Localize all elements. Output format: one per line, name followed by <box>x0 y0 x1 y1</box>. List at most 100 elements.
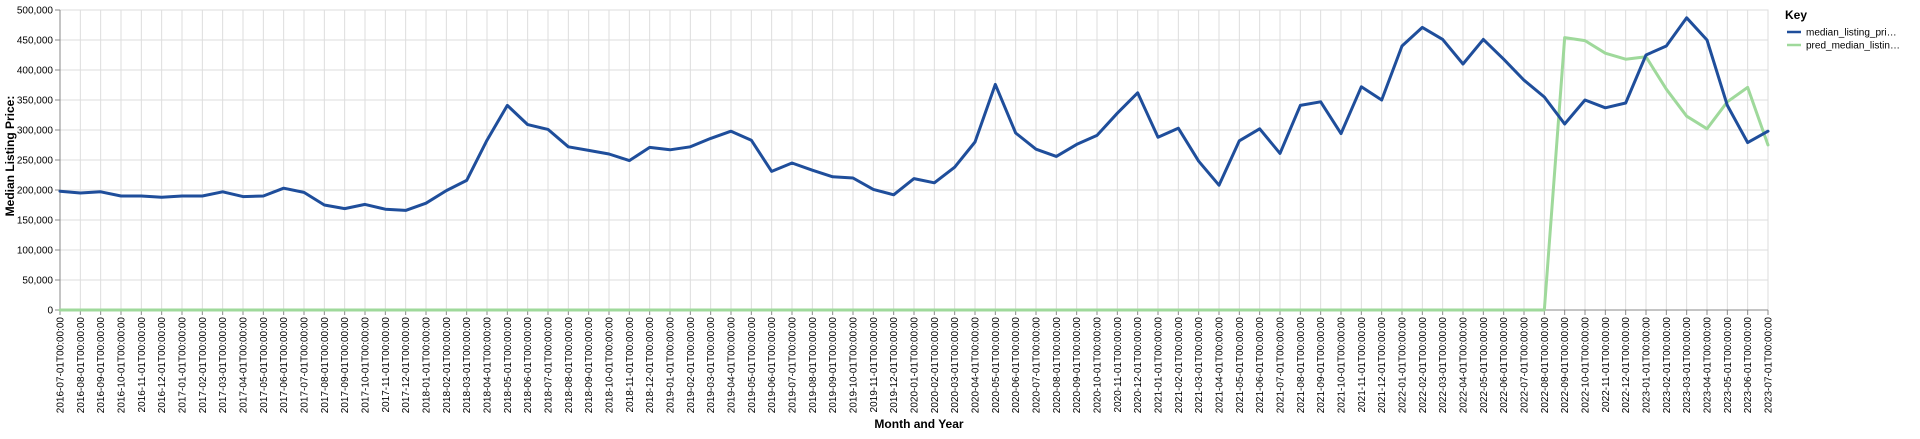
x-tick-label: 2020-10-01T00:00:00 <box>1093 317 1104 414</box>
x-tick-label: 2016-08-01T00:00:00 <box>76 317 87 414</box>
x-tick-label: 2018-09-01T00:00:00 <box>584 317 595 414</box>
x-tick-label: 2021-07-01T00:00:00 <box>1276 317 1287 414</box>
x-tick-label: 2022-08-01T00:00:00 <box>1540 317 1551 414</box>
y-tick-label: 300,000 <box>17 126 54 137</box>
y-tick-label: 150,000 <box>17 216 54 227</box>
x-tick-label: 2018-11-01T00:00:00 <box>625 317 636 413</box>
y-tick-label: 450,000 <box>17 36 54 47</box>
y-tick-label: 50,000 <box>22 276 53 287</box>
x-tick-label: 2021-03-01T00:00:00 <box>1194 317 1205 414</box>
x-tick-label: 2017-01-01T00:00:00 <box>178 317 189 414</box>
x-tick-label: 2017-10-01T00:00:00 <box>361 317 372 414</box>
x-tick-label: 2021-09-01T00:00:00 <box>1316 317 1327 414</box>
x-tick-label: 2023-05-01T00:00:00 <box>1723 317 1734 414</box>
x-tick-label: 2021-10-01T00:00:00 <box>1337 317 1348 414</box>
x-tick-label: 2018-04-01T00:00:00 <box>483 317 494 414</box>
x-tick-label: 2018-07-01T00:00:00 <box>544 317 555 414</box>
x-tick-label: 2016-12-01T00:00:00 <box>157 317 168 414</box>
series-line-median-listing-price <box>58 16 1770 212</box>
x-tick-label: 2022-05-01T00:00:00 <box>1479 317 1490 414</box>
x-tick-label: 2023-03-01T00:00:00 <box>1682 317 1693 414</box>
y-tick-label: 0 <box>47 306 53 317</box>
x-tick-label: 2023-04-01T00:00:00 <box>1703 317 1714 414</box>
x-tick-label: 2022-12-01T00:00:00 <box>1621 317 1632 414</box>
x-tick-label: 2017-06-01T00:00:00 <box>279 317 290 414</box>
x-tick-label: 2018-06-01T00:00:00 <box>523 317 534 414</box>
x-tick-label: 2023-06-01T00:00:00 <box>1743 317 1754 414</box>
x-tick-label: 2021-08-01T00:00:00 <box>1296 317 1307 414</box>
x-tick-label: 2017-11-01T00:00:00 <box>381 317 392 413</box>
x-tick-label: 2019-05-01T00:00:00 <box>747 317 758 414</box>
x-tick-label: 2022-11-01T00:00:00 <box>1601 317 1612 413</box>
x-tick-label: 2020-04-01T00:00:00 <box>971 317 982 414</box>
legend-label: median_listing_pri… <box>1806 28 1897 39</box>
x-tick-label: 2020-01-01T00:00:00 <box>910 317 921 414</box>
x-tick-label: 2020-07-01T00:00:00 <box>1032 317 1043 414</box>
x-tick-label: 2019-01-01T00:00:00 <box>666 317 677 414</box>
y-axis: 0 50,000 100,000 150,000 200,000 250,000 300,0… <box>17 6 61 317</box>
x-tick-label: 2021-01-01T00:00:00 <box>1154 317 1165 414</box>
x-tick-label: 2020-05-01T00:00:00 <box>991 317 1002 414</box>
x-tick-label: 2021-05-01T00:00:00 <box>1235 317 1246 414</box>
x-tick-label: 2017-02-01T00:00:00 <box>198 317 209 414</box>
x-tick-label: 2016-10-01T00:00:00 <box>117 317 128 414</box>
x-tick-label: 2019-12-01T00:00:00 <box>889 317 900 414</box>
x-tick-label: 2022-09-01T00:00:00 <box>1560 317 1571 414</box>
x-tick-label: 2018-12-01T00:00:00 <box>645 317 656 414</box>
x-tick-label: 2020-03-01T00:00:00 <box>950 317 961 414</box>
legend-title: Key <box>1785 8 1807 22</box>
x-tick-label: 2017-12-01T00:00:00 <box>401 317 412 414</box>
series-lines <box>58 16 1770 312</box>
series-line-pred-median-listing-price <box>58 36 1770 312</box>
x-tick-label: 2022-03-01T00:00:00 <box>1438 317 1449 414</box>
x-tick-label: 2017-07-01T00:00:00 <box>300 317 311 414</box>
x-tick-label: 2017-08-01T00:00:00 <box>320 317 331 414</box>
x-tick-label: 2020-09-01T00:00:00 <box>1072 317 1083 414</box>
x-tick-label: 2021-06-01T00:00:00 <box>1255 317 1266 414</box>
x-tick-label: 2022-10-01T00:00:00 <box>1581 317 1592 414</box>
x-tick-label: 2019-11-01T00:00:00 <box>869 317 880 413</box>
x-tick-label: 2022-07-01T00:00:00 <box>1520 317 1531 414</box>
x-tick-label: 2019-10-01T00:00:00 <box>849 317 860 414</box>
x-tick-label: 2022-02-01T00:00:00 <box>1418 317 1429 414</box>
x-axis: 2016-07-01T00:00:00 2016-08-01T00:00:00 20… <box>56 309 1775 414</box>
x-tick-label: 2021-11-01T00:00:00 <box>1357 317 1368 413</box>
y-tick-label: 500,000 <box>17 6 54 17</box>
x-tick-label: 2019-08-01T00:00:00 <box>808 317 819 414</box>
x-tick-label: 2018-08-01T00:00:00 <box>564 317 575 414</box>
y-tick-label: 100,000 <box>17 246 54 257</box>
x-tick-label: 2020-02-01T00:00:00 <box>930 317 941 414</box>
y-tick-label: 250,000 <box>17 156 54 167</box>
x-tick-label: 2021-02-01T00:00:00 <box>1174 317 1185 414</box>
x-tick-label: 2016-07-01T00:00:00 <box>56 317 67 414</box>
x-tick-label: 2019-03-01T00:00:00 <box>706 317 717 414</box>
y-axis-title: Median Listing Price: <box>3 96 17 217</box>
x-tick-label: 2017-09-01T00:00:00 <box>340 317 351 414</box>
x-tick-label: 2021-12-01T00:00:00 <box>1377 317 1388 414</box>
x-tick-label: 2017-04-01T00:00:00 <box>239 317 250 414</box>
x-tick-label: 2019-04-01T00:00:00 <box>727 317 738 414</box>
x-tick-label: 2023-02-01T00:00:00 <box>1662 317 1673 414</box>
gridlines <box>59 9 1769 311</box>
x-tick-label: 2019-07-01T00:00:00 <box>788 317 799 414</box>
x-tick-label: 2018-01-01T00:00:00 <box>422 317 433 414</box>
x-tick-label: 2019-09-01T00:00:00 <box>828 317 839 414</box>
y-tick-label: 400,000 <box>17 66 54 77</box>
x-tick-label: 2020-12-01T00:00:00 <box>1133 317 1144 414</box>
x-tick-label: 2017-05-01T00:00:00 <box>259 317 270 414</box>
x-tick-label: 2023-07-01T00:00:00 <box>1764 317 1775 414</box>
x-tick-label: 2020-11-01T00:00:00 <box>1113 317 1124 413</box>
x-tick-label: 2018-05-01T00:00:00 <box>503 317 514 414</box>
x-tick-label: 2020-06-01T00:00:00 <box>1011 317 1022 414</box>
y-tick-label: 350,000 <box>17 96 54 107</box>
x-tick-label: 2018-02-01T00:00:00 <box>442 317 453 414</box>
y-tick-label: 200,000 <box>17 186 54 197</box>
x-tick-label: 2019-02-01T00:00:00 <box>686 317 697 414</box>
legend-label: pred_median_listin… <box>1806 41 1900 52</box>
x-tick-label: 2016-11-01T00:00:00 <box>137 317 148 413</box>
x-tick-label: 2016-09-01T00:00:00 <box>96 317 107 414</box>
x-axis-title: Month and Year <box>874 417 963 431</box>
legend: Key median_listing_pri… pred_median_listi… <box>1785 8 1900 52</box>
x-tick-label: 2017-03-01T00:00:00 <box>218 317 229 414</box>
x-tick-label: 2020-08-01T00:00:00 <box>1052 317 1063 414</box>
